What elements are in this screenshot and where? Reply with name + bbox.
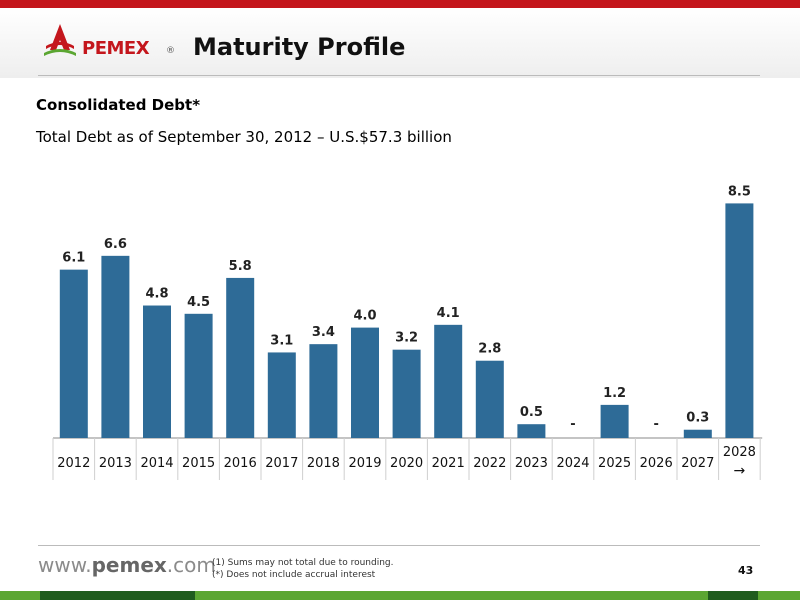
page-title: Maturity Profile bbox=[193, 33, 406, 61]
tick-label-2017: 2017 bbox=[265, 456, 298, 471]
site-prefix: www. bbox=[38, 553, 92, 577]
bottom-dark-segment-left bbox=[40, 591, 195, 600]
data-label-2017: 3.1 bbox=[270, 333, 293, 348]
footnote-accrual: (*) Does not include accrual interest bbox=[212, 570, 376, 580]
tick-label-2013: 2013 bbox=[99, 456, 132, 471]
tick-label-2016: 2016 bbox=[224, 456, 257, 471]
tick-label-2022: 2022 bbox=[473, 456, 506, 471]
top-red-bar bbox=[0, 0, 800, 8]
data-label-2022: 2.8 bbox=[478, 342, 501, 357]
slide-header bbox=[0, 8, 800, 78]
header-divider bbox=[38, 75, 760, 76]
tick-label-2019: 2019 bbox=[348, 456, 381, 471]
data-label-2020: 3.2 bbox=[395, 331, 418, 346]
site-suffix: .com bbox=[166, 553, 216, 577]
bar-2021 bbox=[434, 324, 463, 438]
bar-2013 bbox=[101, 255, 130, 438]
bar-2020 bbox=[392, 349, 421, 438]
tick-label-2018: 2018 bbox=[307, 456, 340, 471]
tick-arrow-2028: → bbox=[734, 463, 746, 479]
data-label-2028: 8.5 bbox=[728, 184, 751, 199]
data-label-2024: - bbox=[570, 417, 575, 432]
data-label-2016: 5.8 bbox=[229, 259, 252, 274]
bar-2018 bbox=[309, 344, 338, 438]
logo-registered-mark: ® bbox=[166, 46, 175, 56]
data-label-2014: 4.8 bbox=[145, 287, 168, 302]
data-label-2023: 0.5 bbox=[520, 405, 543, 420]
bar-2025 bbox=[600, 404, 629, 438]
tick-label-2024: 2024 bbox=[556, 456, 589, 471]
data-label-2026: - bbox=[653, 417, 658, 432]
tick-label-2014: 2014 bbox=[140, 456, 173, 471]
data-label-2012: 6.1 bbox=[62, 251, 85, 266]
page-number: 43 bbox=[738, 564, 754, 577]
data-label-2015: 4.5 bbox=[187, 295, 210, 310]
tick-label-2020: 2020 bbox=[390, 456, 423, 471]
bar-2012 bbox=[59, 269, 88, 438]
footer-divider bbox=[38, 545, 760, 546]
bar-2023 bbox=[517, 424, 546, 438]
bar-2016 bbox=[226, 277, 255, 438]
tick-label-2012: 2012 bbox=[57, 456, 90, 471]
footnotes: (1) Sums may not total due to rounding. … bbox=[212, 557, 393, 581]
data-label-2025: 1.2 bbox=[603, 386, 626, 401]
tick-label-2023: 2023 bbox=[515, 456, 548, 471]
tick-label-2021: 2021 bbox=[432, 456, 465, 471]
bar-2019 bbox=[351, 327, 379, 438]
tick-label-2027: 2027 bbox=[681, 456, 714, 471]
bar-2027 bbox=[683, 429, 712, 438]
maturity-bar-chart: 6.1 2012 6.6 2013 4.8 2014 4.5 2015 5.8 2016 3.1 20… bbox=[52, 184, 763, 480]
tick-label-2028: 2028 bbox=[723, 445, 756, 460]
pemex-logo-icon bbox=[44, 24, 76, 56]
tick-label-2026: 2026 bbox=[640, 456, 673, 471]
data-label-2013: 6.6 bbox=[104, 237, 127, 252]
logo-text: PEMEX bbox=[82, 38, 150, 59]
bar-2015 bbox=[184, 313, 213, 438]
tick-label-2025: 2025 bbox=[598, 456, 631, 471]
data-label-2021: 4.1 bbox=[437, 306, 460, 321]
bar-2022 bbox=[475, 360, 504, 438]
total-debt-description: Total Debt as of September 30, 2012 – U.… bbox=[36, 128, 452, 146]
footnote-rounding: (1) Sums may not total due to rounding. bbox=[212, 558, 394, 568]
chart-subtitle: Consolidated Debt* bbox=[36, 96, 201, 114]
bar-2014 bbox=[143, 305, 171, 438]
data-label-2019: 4.0 bbox=[353, 309, 376, 324]
site-bold: pemex bbox=[91, 553, 167, 577]
tick-label-2015: 2015 bbox=[182, 456, 215, 471]
bar-2028 bbox=[725, 203, 754, 438]
data-label-2018: 3.4 bbox=[312, 325, 335, 340]
data-label-2027: 0.3 bbox=[686, 411, 709, 426]
bottom-green-bar bbox=[0, 591, 800, 600]
bar-2017 bbox=[267, 352, 296, 438]
website-link[interactable]: www.pemex.com bbox=[38, 553, 216, 577]
bottom-dark-segment-right bbox=[708, 591, 758, 600]
